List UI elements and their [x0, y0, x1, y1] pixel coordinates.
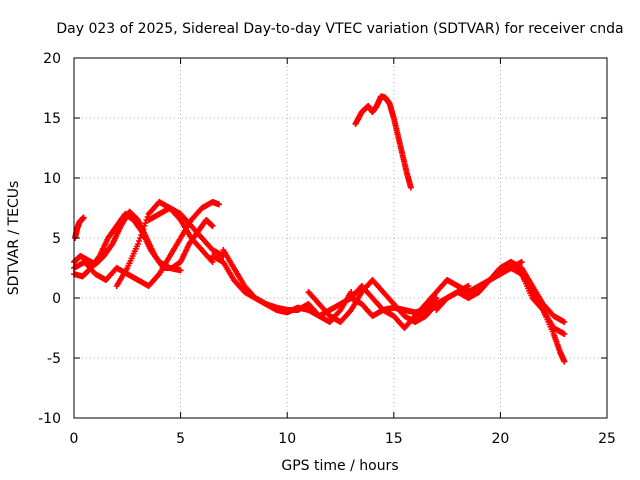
series-arc-c [71, 211, 184, 280]
x-tick-label: 25 [598, 431, 616, 447]
data-point [407, 184, 414, 191]
data-point [134, 241, 141, 247]
y-tick-label: 10 [43, 171, 61, 187]
x-tick-label: 15 [385, 431, 403, 447]
y-tick-label: 15 [43, 111, 61, 127]
data-point-fill [139, 229, 146, 235]
y-tick-label: 20 [43, 51, 61, 67]
x-tick-label: 20 [491, 431, 509, 447]
data-point [80, 214, 87, 221]
data-point-fill [140, 226, 147, 232]
axis-ticks: 0 5 10 15 20 25 -10 -5 0 5 10 15 20 [38, 51, 616, 447]
series-arc-n [508, 265, 568, 365]
series-arc-h [220, 247, 355, 325]
data-point [209, 223, 216, 229]
y-tick-label: -10 [38, 411, 61, 427]
x-tick-label: 5 [176, 431, 185, 447]
data-point-fill [142, 220, 149, 226]
data-point-fill [136, 238, 143, 244]
y-tick-label: -5 [47, 351, 61, 367]
x-tick-label: 10 [278, 431, 296, 447]
data-point [433, 295, 440, 301]
y-tick-label: 5 [52, 231, 61, 247]
data-point-fill [137, 235, 144, 241]
data-point [561, 331, 568, 337]
chart-title: Day 023 of 2025, Sidereal Day-to-day VTE… [56, 21, 623, 37]
x-axis-label: GPS time / hours [281, 458, 398, 474]
data-points [71, 93, 568, 365]
data-point-fill [138, 232, 145, 238]
series-arc-e [145, 205, 227, 259]
data-point [177, 267, 184, 274]
data-point [215, 201, 222, 208]
data-point [518, 259, 525, 265]
data-point [348, 289, 355, 295]
data-point [561, 358, 568, 365]
y-axis-label: SDTVAR / TECUs [6, 181, 22, 296]
x-tick-label: 0 [70, 431, 79, 447]
y-tick-label: 0 [52, 291, 61, 307]
data-point-fill [141, 223, 148, 229]
data-point [209, 259, 216, 265]
data-point [561, 319, 568, 325]
data-point [465, 283, 472, 289]
series-arc-o [352, 93, 414, 191]
